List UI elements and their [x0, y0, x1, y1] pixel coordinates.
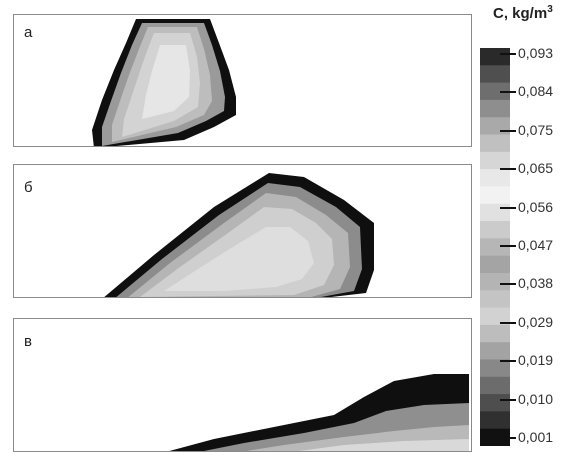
colorbar-tick: [500, 360, 516, 363]
colorbar-band: [480, 359, 510, 378]
colorbar-tick-label: 0,019: [518, 352, 554, 369]
colorbar-band: [480, 99, 510, 118]
colorbar-band: [480, 238, 510, 257]
colorbar-band: [480, 428, 510, 446]
colorbar-tick: [500, 206, 516, 209]
colorbar-band: [480, 342, 510, 361]
colorbar-tick: [500, 91, 516, 94]
colorbar-tick-label: 0,047: [518, 237, 554, 253]
colorbar-tick-label: 0,010: [518, 390, 554, 407]
colorbar-tick: [500, 283, 516, 286]
concentration-plume-a: [92, 19, 236, 146]
colorbar-band: [480, 134, 510, 153]
colorbar-tick-label: 0,093: [518, 45, 554, 61]
panel-b: б: [13, 164, 472, 298]
colorbar-tick: [500, 245, 516, 247]
colorbar-band: [480, 376, 510, 395]
colorbar-band: [480, 255, 510, 274]
colorbar-band: [480, 290, 510, 309]
panel-c: в: [13, 318, 472, 452]
panel-label-b: б: [24, 179, 33, 196]
colorbar-tick: [500, 129, 516, 132]
colorbar-band: [480, 324, 510, 343]
colorbar-band: [480, 307, 510, 326]
colorbar-tick-label: 0,001: [518, 429, 554, 445]
colorbar-tick: [500, 321, 516, 324]
panel-label-c: в: [24, 333, 32, 350]
colorbar-band: [480, 394, 510, 412]
colorbar-band: [480, 272, 510, 291]
colorbar-tick: [500, 437, 516, 439]
colorbar-title: C, kg/m3: [493, 4, 553, 22]
colorbar-tick: [500, 53, 516, 55]
colorbar: [480, 48, 510, 446]
colorbar-tick-label: 0,084: [518, 83, 554, 100]
colorbar-band: [480, 65, 510, 84]
colorbar-band: [480, 48, 510, 66]
panel-label-a: а: [24, 24, 33, 41]
colorbar-band: [480, 169, 510, 188]
colorbar-tick: [500, 398, 516, 401]
colorbar-tick-label: 0,038: [518, 275, 554, 292]
colorbar-tick-label: 0,065: [518, 160, 554, 177]
colorbar-band: [480, 117, 510, 136]
colorbar-band: [480, 151, 510, 170]
concentration-plume-c: [169, 374, 469, 451]
concentration-plume-b: [104, 173, 374, 297]
colorbar-tick-label: 0,029: [518, 313, 554, 330]
colorbar-band: [480, 186, 510, 205]
colorbar-band: [480, 221, 510, 239]
panel-a: а: [13, 14, 472, 147]
colorbar-tick: [500, 168, 516, 171]
colorbar-band: [480, 411, 510, 430]
colorbar-tick-label: 0,075: [518, 121, 554, 138]
colorbar-tick-label: 0,056: [518, 198, 554, 215]
colorbar-band: [480, 82, 510, 101]
